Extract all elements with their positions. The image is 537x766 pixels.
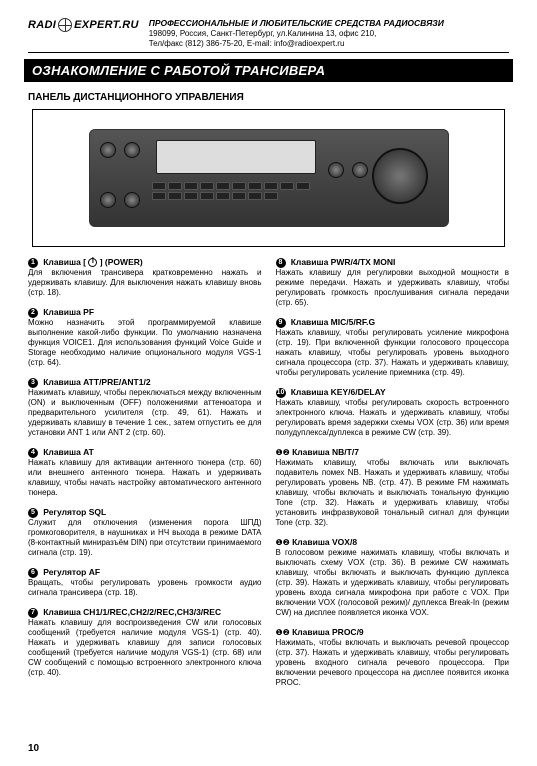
- column-right: 8 Клавиша PWR/4/TX MONIНажать клавишу дл…: [276, 257, 510, 697]
- radio-illustration: [89, 129, 449, 227]
- list-item: ❶❷ Клавиша VOX/8В голосовом режиме нажим…: [276, 537, 510, 618]
- item-heading: 7 Клавиша CH1/1/REC,CH2/2/REC,CH3/3/REC: [28, 607, 262, 618]
- item-body: Нажать клавишу, чтобы регулировать скоро…: [276, 398, 510, 438]
- columns: 1 Клавиша [ ] (POWER)Для включения транс…: [28, 257, 509, 697]
- item-heading: ❶❷ Клавиша VOX/8: [276, 537, 510, 548]
- logo-text-right: EXPERT.RU: [74, 19, 139, 31]
- power-icon: [88, 258, 97, 267]
- item-heading: ❶❷ Клавиша PROC/9: [276, 627, 510, 638]
- header-line3: Тел/факс (812) 386-75-20, E-mail: info@r…: [149, 39, 509, 49]
- item-heading: 5 Регулятор SQL: [28, 507, 262, 518]
- item-heading: 1 Клавиша [ ] (POWER): [28, 257, 262, 268]
- column-left: 1 Клавиша [ ] (POWER)Для включения транс…: [28, 257, 262, 697]
- item-heading: 2 Клавиша PF: [28, 307, 262, 318]
- item-body: Нажимать клавишу, чтобы включать или вык…: [276, 458, 510, 528]
- header: RADI EXPERT.RU ПРОФЕССИОНАЛЬНЫЕ И ЛЮБИТЕ…: [28, 18, 509, 53]
- list-item: 9 Клавиша MIC/5/RF.GНажать клавишу, чтоб…: [276, 317, 510, 378]
- page-title: ОЗНАКОМЛЕНИЕ С РАБОТОЙ ТРАНСИВЕРА: [24, 59, 513, 82]
- list-item: 4 Клавиша ATНажать клавишу для активации…: [28, 447, 262, 498]
- item-heading: 4 Клавиша AT: [28, 447, 262, 458]
- item-heading: 6 Регулятор AF: [28, 567, 262, 578]
- item-body: Нажать клавишу для регулировки выходной …: [276, 268, 510, 308]
- item-body: Для включения трансивера кратковременно …: [28, 268, 262, 298]
- item-body: Вращать, чтобы регулировать уровень гром…: [28, 578, 262, 598]
- list-item: 10 Клавиша KEY/6/DELAYНажать клавишу, чт…: [276, 387, 510, 438]
- item-body: Служит для отключения (изменения порога …: [28, 518, 262, 558]
- header-line2: 198099, Россия, Санкт-Петербург, ул.Кали…: [149, 29, 509, 39]
- logo: RADI EXPERT.RU: [28, 18, 139, 32]
- list-item: 2 Клавиша PFМожно назначить этой програм…: [28, 307, 262, 368]
- list-item: 3 Клавиша ATT/PRE/ANT1/2Нажимать клавишу…: [28, 377, 262, 438]
- item-body: Нажать клавишу для активации антенного т…: [28, 458, 262, 498]
- item-body: Нажать клавишу, чтобы регулировать усиле…: [276, 328, 510, 378]
- list-item: 5 Регулятор SQLСлужит для отключения (из…: [28, 507, 262, 558]
- globe-icon: [58, 18, 72, 32]
- item-heading: 9 Клавиша MIC/5/RF.G: [276, 317, 510, 328]
- list-item: ❶❷ Клавиша NB/T/7Нажимать клавишу, чтобы…: [276, 447, 510, 528]
- item-body: Нажать клавишу для воспроизведения CW ил…: [28, 618, 262, 678]
- list-item: 8 Клавиша PWR/4/TX MONIНажать клавишу дл…: [276, 257, 510, 308]
- header-line1: ПРОФЕССИОНАЛЬНЫЕ И ЛЮБИТЕЛЬСКИЕ СРЕДСТВА…: [149, 18, 509, 29]
- page-number: 10: [28, 743, 39, 754]
- item-body: Нажимать клавишу, чтобы переключаться ме…: [28, 388, 262, 438]
- item-heading: 8 Клавиша PWR/4/TX MONI: [276, 257, 510, 268]
- logo-text-left: RADI: [28, 19, 56, 31]
- section-subtitle: ПАНЕЛЬ ДИСТАНЦИОННОГО УПРАВЛЕНИЯ: [28, 92, 509, 103]
- item-body: Нажимать, чтобы включать и выключать реч…: [276, 638, 510, 688]
- transceiver-diagram: [32, 109, 505, 247]
- list-item: 6 Регулятор AFВращать, чтобы регулироват…: [28, 567, 262, 598]
- item-body: Можно назначить этой программируемой кла…: [28, 318, 262, 368]
- item-heading: 3 Клавиша ATT/PRE/ANT1/2: [28, 377, 262, 388]
- list-item: 7 Клавиша CH1/1/REC,CH2/2/REC,CH3/3/RECН…: [28, 607, 262, 678]
- item-heading: 10 Клавиша KEY/6/DELAY: [276, 387, 510, 398]
- list-item: 1 Клавиша [ ] (POWER)Для включения транс…: [28, 257, 262, 298]
- item-heading: ❶❷ Клавиша NB/T/7: [276, 447, 510, 458]
- list-item: ❶❷ Клавиша PROC/9Нажимать, чтобы включат…: [276, 627, 510, 688]
- item-body: В голосовом режиме нажимать клавишу, что…: [276, 548, 510, 618]
- header-info: ПРОФЕССИОНАЛЬНЫЕ И ЛЮБИТЕЛЬСКИЕ СРЕДСТВА…: [149, 18, 509, 49]
